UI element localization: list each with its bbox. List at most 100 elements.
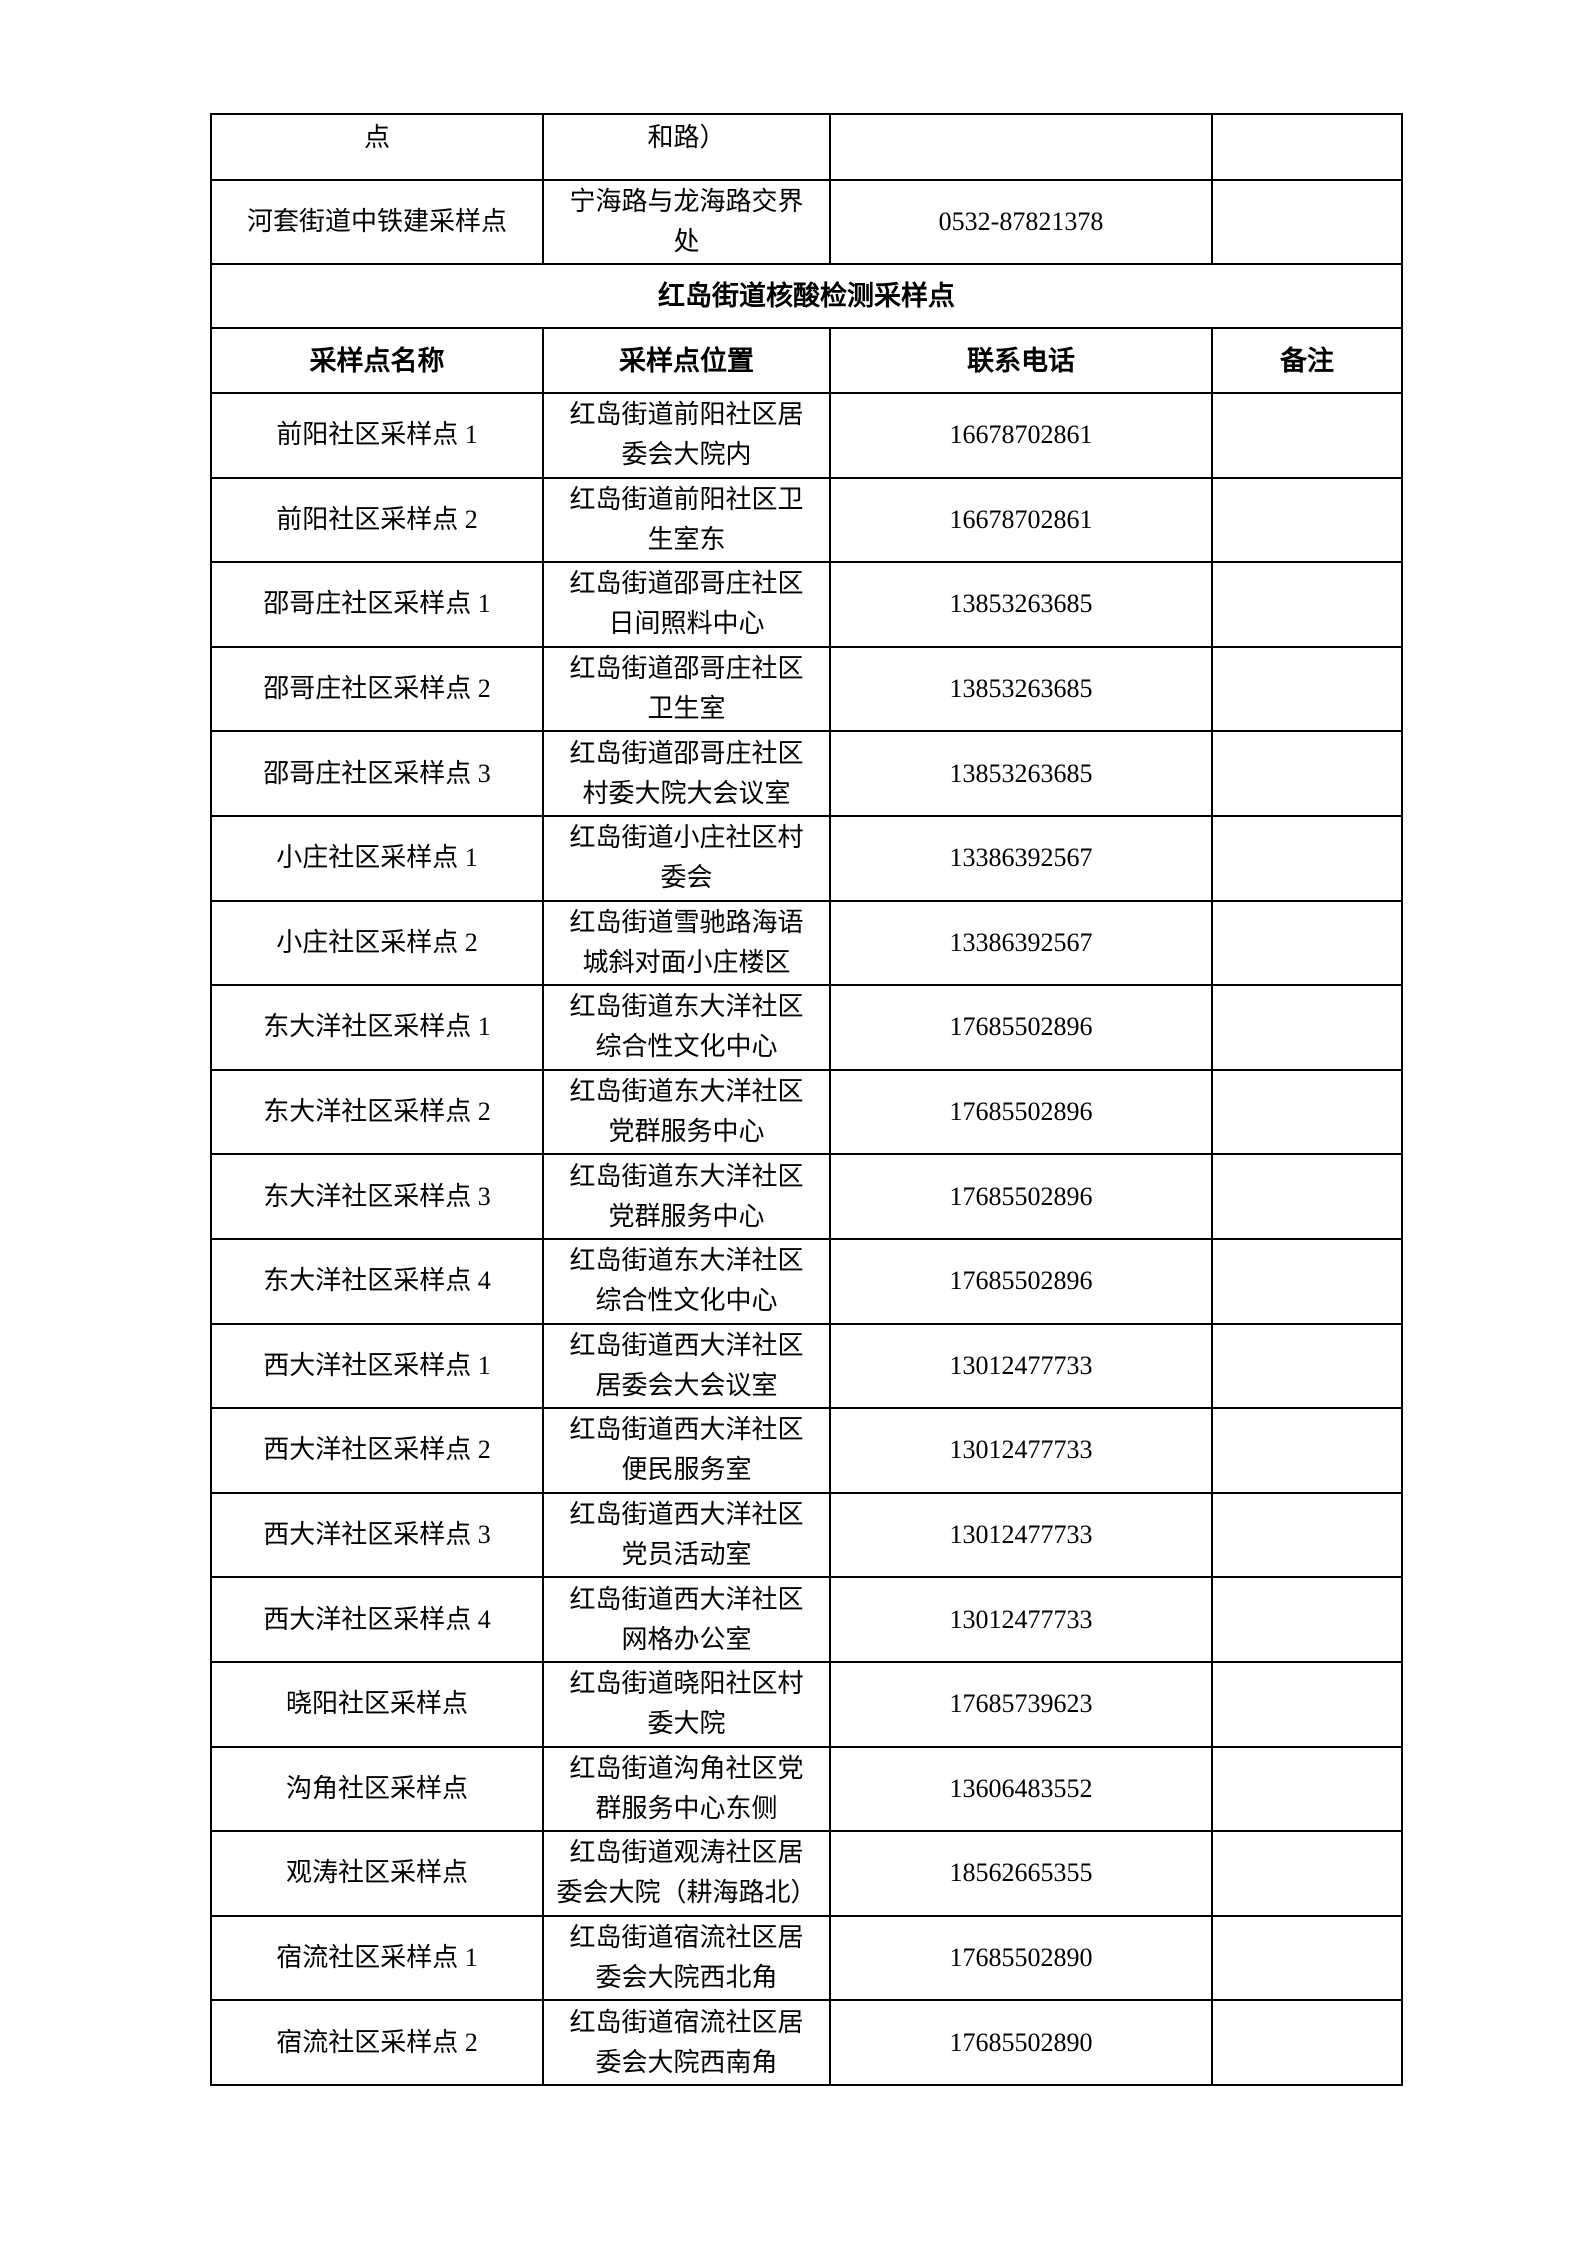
table-row: 前阳社区采样点 1 红岛街道前阳社区居 委会大院内 16678702861 [210,392,1403,479]
site-note-cell [1211,1576,1403,1663]
site-location-cell: 红岛街道沟角社区党 群服务中心东侧 [542,1745,831,1833]
site-location-cell: 红岛街道东大洋社区 综合性文化中心 [542,1237,831,1325]
site-name-cell: 前阳社区采样点 2 [210,476,544,564]
table-row: 晓阳社区采样点 红岛街道晓阳社区村 委大院 17685739623 [210,1660,1403,1748]
site-note-cell [1211,1914,1403,2002]
site-name-cell: 小庄社区采样点 1 [210,814,544,902]
table-row: 邵哥庄社区采样点 3 红岛街道邵哥庄社区 村委大院大会议室 1385326368… [210,730,1403,817]
site-phone-cell: 13386392567 [829,899,1213,987]
site-name-cell: 沟角社区采样点 [210,1745,544,1833]
table-row: 东大洋社区采样点 1 红岛街道东大洋社区 综合性文化中心 17685502896 [210,984,1403,1071]
table-row: 沟角社区采样点 红岛街道沟角社区党 群服务中心东侧 13606483552 [210,1745,1403,1833]
site-note-cell [1211,1068,1403,1156]
column-header-phone: 联系电话 [829,327,1213,394]
site-location-cell: 和路） [542,113,831,181]
site-note-cell [1211,899,1403,987]
site-location-cell: 红岛街道邵哥庄社区 日间照料中心 [542,561,831,648]
site-location-cell: 宁海路与龙海路交界 处 [542,179,831,265]
site-phone-cell: 16678702861 [829,392,1213,479]
table-row: 西大洋社区采样点 1 红岛街道西大洋社区 居委会大会议室 13012477733 [210,1322,1403,1410]
site-note-cell [1211,1237,1403,1325]
site-location-cell: 红岛街道邵哥庄社区 卫生室 [542,645,831,733]
site-phone-cell: 17685739623 [829,1660,1213,1748]
column-header-location: 采样点位置 [542,327,831,394]
site-note-cell [1211,1153,1403,1240]
site-note-cell [1211,561,1403,648]
site-phone-cell: 17685502896 [829,984,1213,1071]
site-name-cell: 东大洋社区采样点 4 [210,1237,544,1325]
site-note-cell [1211,1407,1403,1494]
site-phone-cell: 13012477733 [829,1407,1213,1494]
column-header-note: 备注 [1211,327,1403,394]
site-name-cell: 宿流社区采样点 1 [210,1914,544,2002]
site-name-cell: 西大洋社区采样点 2 [210,1407,544,1494]
site-phone-cell: 0532-87821378 [829,179,1213,265]
table-row: 小庄社区采样点 1 红岛街道小庄社区村 委会 13386392567 [210,814,1403,902]
site-phone-cell: 13012477733 [829,1322,1213,1410]
site-note-cell [1211,113,1403,181]
site-location-cell: 红岛街道西大洋社区 党员活动室 [542,1491,831,1579]
table-row: 东大洋社区采样点 2 红岛街道东大洋社区 党群服务中心 17685502896 [210,1068,1403,1156]
site-phone-cell: 13606483552 [829,1745,1213,1833]
site-name-cell: 西大洋社区采样点 1 [210,1322,544,1410]
site-location-cell: 红岛街道邵哥庄社区 村委大院大会议室 [542,730,831,817]
site-name-cell: 东大洋社区采样点 2 [210,1068,544,1156]
site-note-cell [1211,476,1403,564]
site-name-cell: 东大洋社区采样点 1 [210,984,544,1071]
site-location-cell: 红岛街道东大洋社区 党群服务中心 [542,1153,831,1240]
table-row: 西大洋社区采样点 3 红岛街道西大洋社区 党员活动室 13012477733 [210,1491,1403,1579]
table-row: 邵哥庄社区采样点 2 红岛街道邵哥庄社区 卫生室 13853263685 [210,645,1403,733]
column-header-name: 采样点名称 [210,327,544,394]
table-row: 西大洋社区采样点 4 红岛街道西大洋社区 网格办公室 13012477733 [210,1576,1403,1663]
site-name-cell: 东大洋社区采样点 3 [210,1153,544,1240]
site-phone-cell: 17685502896 [829,1237,1213,1325]
table-row: 宿流社区采样点 2 红岛街道宿流社区居 委会大院西南角 17685502890 [210,1999,1403,2086]
table-row: 东大洋社区采样点 3 红岛街道东大洋社区 党群服务中心 17685502896 [210,1153,1403,1240]
site-note-cell [1211,1830,1403,1917]
table-row: 西大洋社区采样点 2 红岛街道西大洋社区 便民服务室 13012477733 [210,1407,1403,1494]
site-location-cell: 红岛街道观涛社区居 委会大院（耕海路北） [542,1830,831,1917]
site-note-cell [1211,1999,1403,2086]
site-name-cell: 邵哥庄社区采样点 2 [210,645,544,733]
table-row: 东大洋社区采样点 4 红岛街道东大洋社区 综合性文化中心 17685502896 [210,1237,1403,1325]
section-header-row: 红岛街道核酸检测采样点 [210,263,1403,329]
column-header-row: 采样点名称 采样点位置 联系电话 备注 [210,327,1403,394]
site-name-cell: 邵哥庄社区采样点 1 [210,561,544,648]
site-location-cell: 红岛街道晓阳社区村 委大院 [542,1660,831,1748]
site-phone-cell: 13012477733 [829,1576,1213,1663]
site-note-cell [1211,1491,1403,1579]
sampling-points-table: 点 和路） 河套街道中铁建采样点 宁海路与龙海路交界 处 0532-878213… [210,113,1403,2086]
site-location-cell: 红岛街道西大洋社区 网格办公室 [542,1576,831,1663]
site-note-cell [1211,1322,1403,1410]
site-phone-cell: 17685502890 [829,1914,1213,2002]
site-name-cell: 河套街道中铁建采样点 [210,179,544,265]
site-name-cell: 晓阳社区采样点 [210,1660,544,1748]
site-note-cell [1211,1745,1403,1833]
site-location-cell: 红岛街道东大洋社区 综合性文化中心 [542,984,831,1071]
site-location-cell: 红岛街道西大洋社区 居委会大会议室 [542,1322,831,1410]
site-phone-cell: 18562665355 [829,1830,1213,1917]
site-phone-cell [829,113,1213,181]
site-location-cell: 红岛街道东大洋社区 党群服务中心 [542,1068,831,1156]
site-location-cell: 红岛街道雪驰路海语 城斜对面小庄楼区 [542,899,831,987]
site-note-cell [1211,984,1403,1071]
table-row: 邵哥庄社区采样点 1 红岛街道邵哥庄社区 日间照料中心 13853263685 [210,561,1403,648]
site-phone-cell: 16678702861 [829,476,1213,564]
site-name-cell: 观涛社区采样点 [210,1830,544,1917]
site-note-cell [1211,645,1403,733]
site-location-cell: 红岛街道西大洋社区 便民服务室 [542,1407,831,1494]
table-row: 宿流社区采样点 1 红岛街道宿流社区居 委会大院西北角 17685502890 [210,1914,1403,2002]
site-location-cell: 红岛街道前阳社区居 委会大院内 [542,392,831,479]
table-row: 观涛社区采样点 红岛街道观涛社区居 委会大院（耕海路北） 18562665355 [210,1830,1403,1917]
site-phone-cell: 13853263685 [829,561,1213,648]
table-row-hetao: 河套街道中铁建采样点 宁海路与龙海路交界 处 0532-87821378 [210,179,1403,265]
site-phone-cell: 17685502896 [829,1153,1213,1240]
site-location-cell: 红岛街道小庄社区村 委会 [542,814,831,902]
site-location-cell: 红岛街道前阳社区卫 生室东 [542,476,831,564]
site-name-cell: 西大洋社区采样点 4 [210,1576,544,1663]
site-name-cell: 点 [210,113,544,181]
site-note-cell [1211,392,1403,479]
site-name-cell: 小庄社区采样点 2 [210,899,544,987]
site-location-cell: 红岛街道宿流社区居 委会大院西南角 [542,1999,831,2086]
